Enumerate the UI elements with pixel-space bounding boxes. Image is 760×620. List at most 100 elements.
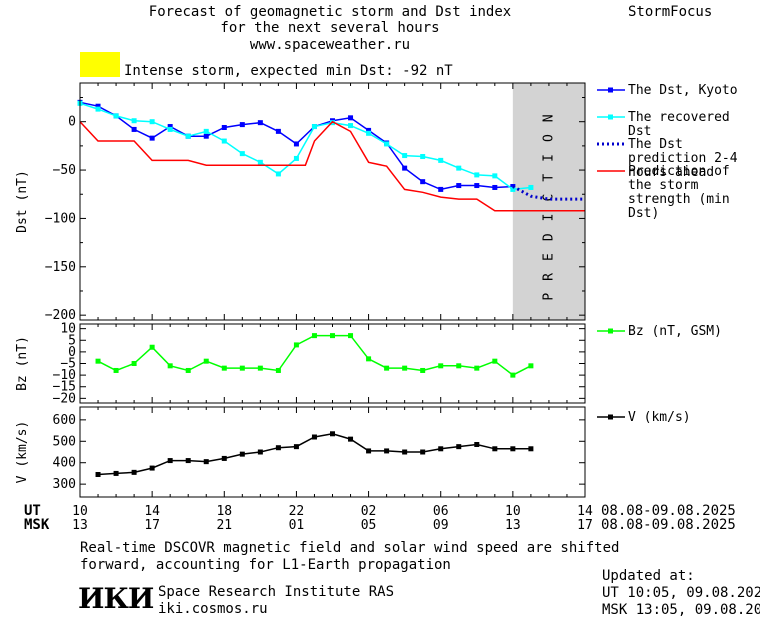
y-tick-label: 0: [68, 345, 76, 360]
data-point: [402, 165, 408, 171]
data-point: [167, 126, 173, 132]
ut-tick-label: 14: [577, 504, 593, 519]
data-point: [438, 186, 444, 192]
data-point: [420, 449, 426, 455]
data-point: [239, 151, 245, 157]
data-point: [275, 128, 281, 134]
legend-marker: [608, 414, 613, 420]
updated-msk: MSK 13:05, 09.08.2025: [602, 602, 760, 618]
y-tick-label: 300: [53, 477, 76, 492]
msk-tick-label: 05: [361, 518, 377, 533]
ut-tick-label: 14: [144, 504, 160, 519]
y-tick-label: −100: [45, 211, 76, 226]
data-point: [510, 372, 516, 378]
data-point: [474, 365, 480, 371]
legend-entry: Dst: [628, 124, 651, 139]
prediction-region: [512, 83, 585, 320]
data-point: [311, 124, 317, 130]
storm-alert-swatch: [80, 52, 120, 77]
data-point: [95, 103, 101, 109]
data-point: [492, 358, 498, 364]
data-point: [275, 367, 281, 373]
data-point: [474, 183, 480, 189]
legend-entry: The Dst: [628, 137, 683, 152]
msk-tick-label: 13: [72, 518, 88, 533]
data-point: [113, 367, 119, 373]
data-point: [528, 446, 534, 452]
data-point: [438, 446, 444, 452]
ut-axis-label: UT: [24, 503, 41, 519]
website-label: www.spaceweather.ru: [249, 37, 411, 53]
data-point: [293, 342, 299, 348]
shift-note-line2: forward, accounting for L1-Earth propaga…: [80, 557, 451, 573]
msk-tick-label: 13: [505, 518, 521, 533]
legend-marker: [608, 114, 613, 120]
data-point: [438, 157, 444, 163]
data-point: [257, 159, 263, 165]
data-point: [420, 154, 426, 160]
ut-tick-label: 18: [216, 504, 232, 519]
data-point: [492, 173, 498, 179]
ut-tick-label: 22: [289, 504, 305, 519]
legend-marker: [608, 328, 613, 334]
data-point: [384, 365, 390, 371]
legend-entry: hours ahead: [628, 165, 714, 180]
ut-tick-label: 06: [433, 504, 449, 519]
data-point: [149, 119, 155, 125]
data-point: [239, 451, 245, 457]
data-point: [203, 128, 209, 134]
data-point: [366, 356, 372, 362]
data-point: [167, 124, 173, 130]
data-point: [402, 365, 408, 371]
data-point: [167, 458, 173, 464]
data-point: [221, 455, 227, 461]
prediction-label: PREDICTION: [541, 102, 556, 300]
data-point: [239, 122, 245, 128]
data-point: [330, 431, 335, 437]
data-point: [257, 449, 263, 455]
data-point: [203, 358, 209, 364]
data-point: [384, 141, 390, 147]
data-point: [348, 436, 354, 442]
data-point: [492, 446, 498, 452]
data-point: [221, 124, 227, 130]
legend-marker: [608, 87, 613, 93]
data-point: [402, 153, 408, 159]
data-point: [275, 171, 281, 177]
data-point: [131, 126, 137, 132]
legend-entry: strength (min: [628, 192, 730, 207]
data-point: [366, 448, 372, 454]
y-tick-label: −20: [53, 391, 76, 406]
data-point: [528, 363, 534, 369]
data-point: [348, 333, 354, 339]
y-tick-label: −10: [53, 368, 76, 383]
data-point: [492, 184, 498, 190]
org-name: Space Research Institute RAS: [158, 584, 395, 600]
y-tick-label: −200: [45, 308, 76, 323]
data-point: [456, 183, 462, 189]
org-site: iki.cosmos.ru: [158, 601, 268, 617]
data-point: [420, 367, 426, 373]
y-axis-label: Dst (nT): [15, 170, 30, 233]
data-point: [149, 135, 155, 141]
data-point: [203, 459, 209, 465]
series-line-1-0: [97, 334, 532, 376]
msk-tick-label: 01: [289, 518, 305, 533]
data-point: [330, 333, 335, 339]
legend-entry: V (km/s): [628, 410, 691, 425]
data-point: [131, 469, 137, 475]
series-line-0-1: [79, 102, 531, 191]
legend-entry: prediction 2-4: [628, 151, 738, 166]
data-point: [528, 184, 534, 190]
data-point: [311, 333, 317, 339]
legend-entry: Bz (nT, GSM): [628, 324, 722, 339]
data-point: [293, 444, 299, 450]
msk-tick-label: 09: [433, 518, 449, 533]
data-point: [257, 365, 263, 371]
msk-tick-label: 17: [144, 518, 160, 533]
ut-tick-label: 10: [505, 504, 521, 519]
data-point: [185, 367, 191, 373]
y-tick-label: −15: [53, 380, 76, 395]
series-line-0-3: [79, 120, 585, 212]
msk-axis-label: MSK: [24, 517, 50, 533]
